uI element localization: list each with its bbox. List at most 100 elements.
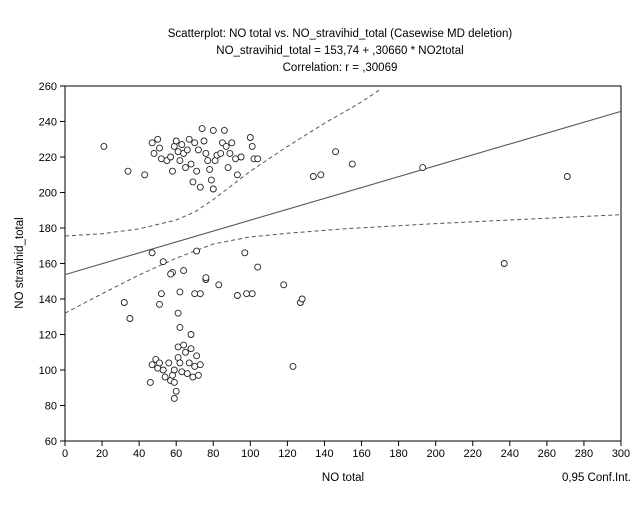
scatter-point <box>563 173 571 180</box>
y-tick-label: 100 <box>39 365 57 377</box>
scatter-point <box>348 160 356 168</box>
scatter-point <box>178 141 186 149</box>
scatter-point <box>183 146 191 154</box>
y-axis-ticks: 60 80 100 120 140 160 180 200 220 240 260 <box>39 81 65 448</box>
y-tick-label: 160 <box>39 259 57 271</box>
scatter-point <box>246 134 254 141</box>
scatter-point <box>183 370 191 378</box>
scatter-point <box>172 137 180 145</box>
scatter-point <box>204 157 212 165</box>
confidence-interval-lines <box>64 89 622 314</box>
scatter-point <box>198 125 206 133</box>
y-tick-label: 60 <box>45 436 57 448</box>
scatter-point <box>176 288 184 296</box>
y-tick-label: 120 <box>39 330 57 342</box>
scatter-point <box>220 126 228 134</box>
scatter-point <box>159 366 167 374</box>
scatter-point <box>146 378 154 386</box>
scatter-point <box>191 139 199 147</box>
ci-upper-line <box>64 89 381 237</box>
x-tick-label: 0 <box>62 448 68 460</box>
scatter-point <box>194 371 202 379</box>
scatter-point <box>182 164 189 172</box>
x-tick-label: 60 <box>170 448 182 460</box>
x-tick-label: 140 <box>315 448 333 460</box>
x-tick-label: 40 <box>133 448 145 460</box>
scatter-point <box>196 290 204 298</box>
title-line-1: Scatterplot: NO total vs. NO_stravihid_t… <box>168 28 513 40</box>
scatter-point <box>154 135 162 143</box>
x-tick-label: 80 <box>207 448 219 460</box>
scatter-point <box>193 352 201 360</box>
scatter-point <box>191 290 199 298</box>
legend-conf-int: 0,95 Conf.Int. <box>562 472 631 484</box>
scatter-point <box>120 299 128 306</box>
plot-area <box>64 85 622 442</box>
x-tick-label: 160 <box>352 448 370 460</box>
scatter-point <box>126 315 134 322</box>
y-tick-label: 140 <box>39 294 57 306</box>
scatter-point <box>202 149 210 157</box>
scatter-point <box>124 167 132 175</box>
x-tick-label: 300 <box>612 448 630 460</box>
scatter-point <box>309 173 317 180</box>
scatter-point <box>185 359 193 367</box>
y-tick-label: 200 <box>39 188 57 200</box>
scatter-point <box>202 274 210 282</box>
scatter-point <box>241 249 249 257</box>
scatter-point <box>165 359 173 367</box>
y-tick-label: 180 <box>39 223 57 235</box>
scatter-point <box>196 183 204 191</box>
regression-line <box>64 110 622 276</box>
scatter-point <box>193 247 201 255</box>
scatter-point <box>170 378 178 386</box>
y-tick-label: 240 <box>39 117 57 129</box>
scatter-point <box>161 373 169 381</box>
scatter-point <box>182 348 189 356</box>
scatter-point <box>180 267 188 275</box>
scatter-point <box>167 153 175 161</box>
scatter-point <box>170 394 178 402</box>
title-line-2: NO_stravihid_total = 153,74 + ,30660 * N… <box>216 45 463 57</box>
y-tick-label: 220 <box>39 152 57 164</box>
scatter-point <box>150 149 158 157</box>
scatter-point <box>194 146 202 154</box>
scatter-point <box>172 387 180 395</box>
scatter-point <box>187 331 195 338</box>
scatter-point <box>254 155 262 163</box>
x-tick-label: 220 <box>464 448 482 460</box>
x-tick-label: 180 <box>389 448 407 460</box>
scatter-point <box>100 142 108 150</box>
scatter-point <box>317 171 325 179</box>
y-tick-label: 80 <box>45 401 57 413</box>
x-tick-label: 280 <box>575 448 593 460</box>
y-axis-label: NO stravihid_total <box>14 217 26 308</box>
x-tick-label: 200 <box>426 448 444 460</box>
scatter-point <box>141 171 149 179</box>
scatter-point <box>167 270 175 278</box>
scatter-point <box>176 359 184 367</box>
scatter-point <box>248 142 256 150</box>
scatter-point <box>254 263 262 271</box>
scatter-point <box>209 126 217 134</box>
regression-line-group <box>64 110 622 276</box>
scatter-point <box>200 137 208 145</box>
scatter-point <box>207 176 215 184</box>
scatter-point <box>280 281 288 289</box>
scatter-point <box>298 295 306 303</box>
scatter-point <box>228 139 236 147</box>
scatter-point <box>176 323 184 331</box>
scatter-point <box>217 149 225 157</box>
scatter-point <box>232 155 239 163</box>
title-line-3: Correlation: r = ,30069 <box>283 62 398 74</box>
scatter-point <box>196 361 204 369</box>
scatter-point <box>169 167 176 175</box>
scatter-point <box>206 165 214 173</box>
scatter-point <box>157 290 165 298</box>
scatter-point <box>226 149 234 157</box>
scatter-point <box>222 142 230 150</box>
scatter-point <box>187 345 195 353</box>
scatter-point <box>215 281 223 289</box>
scatter-point <box>332 148 340 156</box>
